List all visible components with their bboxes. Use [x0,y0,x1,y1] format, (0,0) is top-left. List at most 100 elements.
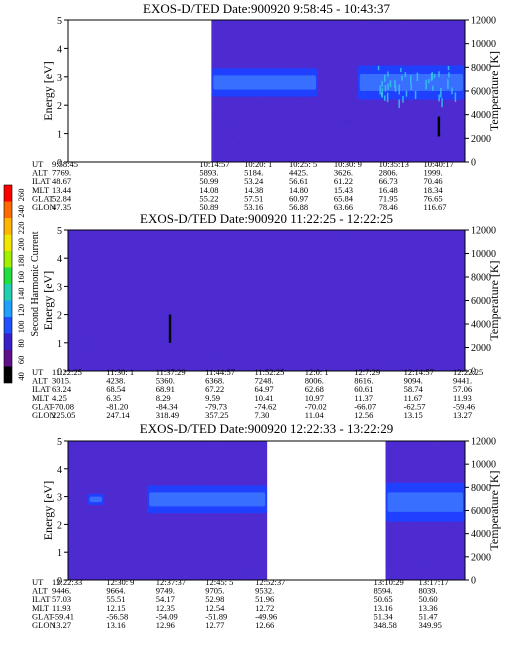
speckle [408,294,410,296]
speckle [302,100,304,102]
colorbar-segment [4,317,12,334]
speckle [370,259,372,261]
info-cell: 13.36 [419,603,438,613]
speckle [396,132,398,134]
speckle [393,363,395,365]
info-cell: 48.67 [52,176,71,186]
info-cell: -70.08 [52,401,74,411]
speckle [224,320,226,322]
speckle [461,133,463,135]
info-row-label: GLON [32,410,56,420]
info-cell: 13.44 [52,185,72,195]
info-cell: 70.46 [424,176,443,186]
speckle [344,136,346,138]
speckle [105,452,107,454]
info-cell: 12.56 [354,410,373,420]
speckle [441,42,443,44]
colorbar-segment [4,201,12,218]
info-cell: 10:30: 9 [334,159,362,169]
speckle [413,363,415,365]
speckle [393,44,395,46]
speckle [151,284,153,286]
speckle [197,474,199,476]
speckle [139,476,141,479]
band-highlight [410,84,412,90]
info-cell: 10:35:13 [379,159,409,169]
speckle [457,131,459,134]
speckle [264,28,266,31]
info-cell: 12:22:33 [52,577,82,587]
speckle [68,459,70,461]
speckle [418,231,420,233]
speckle [205,481,207,483]
speckle [109,230,112,232]
speckle [142,570,144,572]
speckle [430,349,432,351]
info-cell: 9532. [255,586,274,596]
y2-tick-label: 4000 [471,110,491,121]
speckle [302,64,304,66]
speckle [288,310,290,312]
speckle [151,363,153,365]
speckle [110,516,112,518]
speckle [190,363,192,365]
speckle [274,43,277,45]
info-cell: 10:25: 5 [289,159,317,169]
speckle [210,337,212,339]
speckle [234,144,236,146]
speckle [161,574,163,576]
speckle [387,103,389,105]
speckle [115,347,117,349]
speckle [180,270,182,272]
band-highlight [398,99,400,109]
info-cell: 67.22 [205,384,224,394]
speckle [451,522,453,524]
info-cell: 64.97 [255,384,274,394]
speckle [422,147,424,149]
speckle [390,362,392,364]
speckle [196,236,198,238]
speckle [114,565,116,567]
speckle [302,365,305,367]
speckle [446,534,448,536]
speckle [75,481,77,483]
speckle [392,469,394,471]
speckle [88,457,90,459]
speckle [131,575,133,577]
info-cell: 57.51 [244,193,263,203]
y-tick-label: 5 [57,437,62,448]
speckle [124,486,126,488]
band-highlight [404,72,407,78]
speckle [221,357,223,359]
speckle [284,350,286,352]
speckle [336,276,338,278]
info-row-label: GLON [32,202,56,212]
speckle [69,303,71,305]
speckle [402,568,404,570]
speckle [86,490,89,492]
speckle [285,254,287,256]
y-axis-label: Energy [eV] [41,271,55,330]
speckle [155,357,157,359]
speckle [401,22,403,24]
speckle [117,346,119,348]
speckle [396,272,398,274]
info-cell: 68.54 [106,384,126,394]
speckle [245,318,247,320]
info-cell: 9:58:45 [52,159,78,169]
speckle [343,336,345,338]
colorbar-tick: 100 [16,321,26,334]
speckle [350,119,352,121]
speckle [217,290,219,292]
energy-band-core-3 [387,492,463,512]
info-cell: 63.24 [52,384,72,394]
speckle [238,562,240,564]
colorbar-frame [3,184,13,384]
speckle [453,526,455,528]
speckle [254,123,256,125]
speckle [372,231,374,233]
info-cell: 76.65 [424,193,443,203]
colorbar-tick: 220 [16,222,26,235]
band-highlight [409,75,412,84]
